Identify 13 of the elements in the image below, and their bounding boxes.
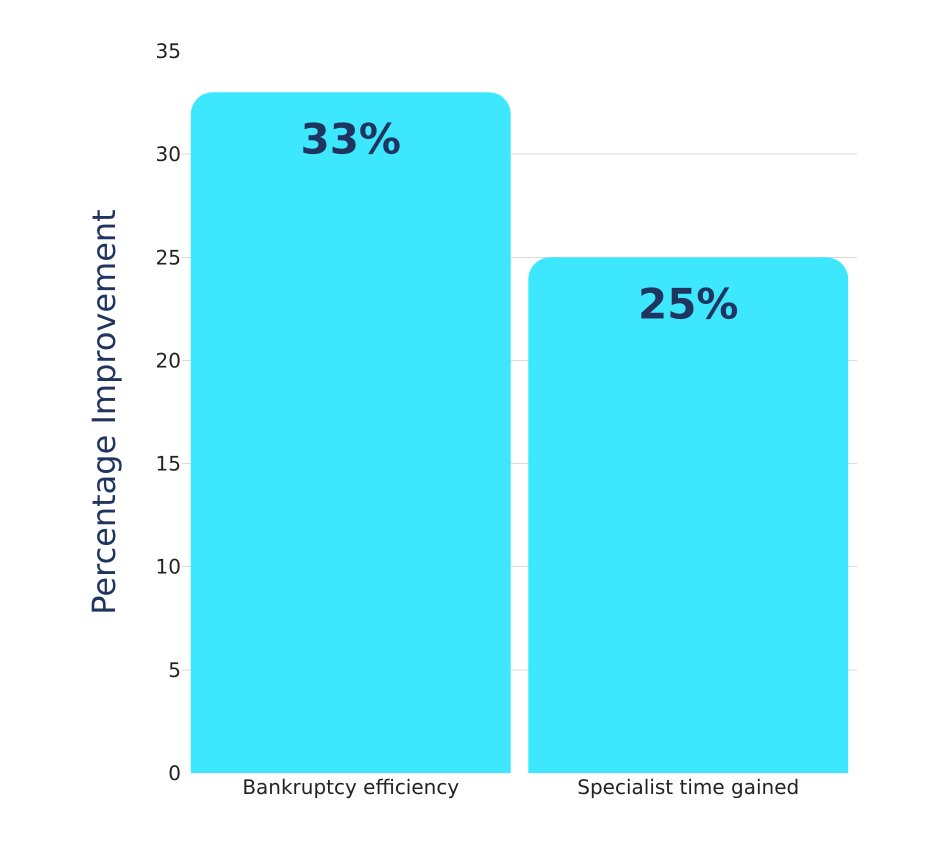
y-tick-label: 20 [156,348,181,372]
y-tick-label: 30 [156,142,181,166]
x-tick-label: Specialist time gained [577,775,800,799]
data-label: 25% [638,279,739,328]
y-tick-label: 5 [168,658,181,682]
y-tick-label: 35 [156,39,181,63]
y-tick-label: 0 [168,761,181,785]
y-axis-title: Percentage Improvement [84,209,123,615]
y-tick-label: 15 [156,452,181,476]
data-label: 33% [300,114,402,164]
y-tick-label: 10 [156,554,181,579]
y-tick-label: 25 [156,245,181,270]
x-tick-label: Bankruptcy efficiency [242,775,460,799]
